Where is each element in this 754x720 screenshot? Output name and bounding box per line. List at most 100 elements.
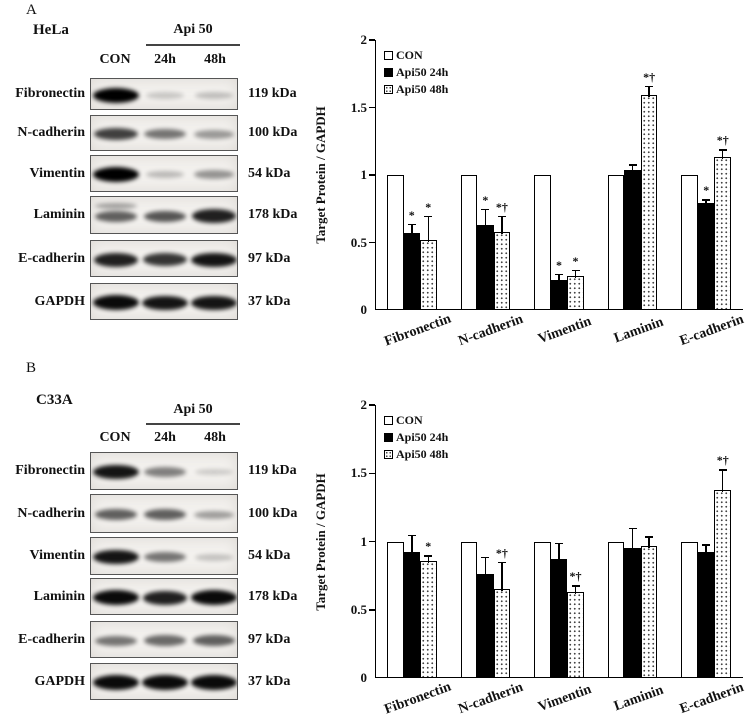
x-axis-label-vimentin: Vimentin bbox=[536, 313, 594, 348]
error-bar-laminin-api50-48h bbox=[648, 85, 650, 98]
bar-fibronectin-con bbox=[387, 541, 404, 678]
error-bar-cap bbox=[555, 542, 563, 545]
blot-image-e-cadherin bbox=[90, 621, 238, 658]
kda-label-laminin: 178 kDa bbox=[248, 588, 298, 604]
y-axis-tick-label: 0 bbox=[360, 670, 368, 685]
blot-band-vimentin-lane1 bbox=[145, 171, 185, 178]
blot-band-n-cadherin-lane2 bbox=[193, 129, 235, 139]
error-bar-laminin-api50-24h bbox=[631, 527, 634, 551]
bar-e-cadherin-api50-48h bbox=[714, 157, 731, 310]
blot-band-n-cadherin-lane1 bbox=[144, 129, 186, 139]
blot-band-vimentin-lane0 bbox=[93, 550, 139, 564]
bar-n-cadherin-api50-48h bbox=[493, 231, 511, 310]
blot-protein-label-n-cadherin: N-cadherin bbox=[17, 125, 85, 140]
blot-band-vimentin-lane2 bbox=[194, 553, 234, 561]
error-bar-vimentin-api50-48h bbox=[574, 269, 577, 279]
panel-a-letter: A bbox=[26, 2, 38, 18]
x-axis-label-e-cadherin: E-cadherin bbox=[678, 680, 747, 718]
legend-swatch-api50-24h bbox=[384, 68, 393, 77]
blot-band-fibronectin-lane0 bbox=[93, 87, 139, 103]
bar-e-cadherin-api50-48h bbox=[714, 489, 731, 678]
kda-label-n-cadherin: 100 kDa bbox=[248, 505, 298, 521]
significance-marker-vimentin-api50-24h: * bbox=[556, 257, 562, 272]
blot-protein-label-laminin: Laminin bbox=[33, 207, 85, 222]
kda-label-fibronectin: 119 kDa bbox=[248, 86, 297, 101]
legend-item-api50-24h: Api50 24h bbox=[384, 66, 448, 79]
significance-marker-n-cadherin-api50-48h: *† bbox=[495, 199, 508, 214]
blot-band-fibronectin-lane1 bbox=[145, 91, 185, 99]
kda-label-vimentin: 54 kDa bbox=[248, 165, 291, 181]
blot-protein-label-vimentin: Vimentin bbox=[29, 165, 85, 181]
error-bar-laminin-api50-24h bbox=[631, 164, 634, 172]
bar-vimentin-api50-48h bbox=[567, 592, 584, 678]
panel-b-treatment-label: Api 50 bbox=[173, 402, 213, 417]
error-bar-cap bbox=[645, 85, 654, 88]
panel-b-lane-header-48h: 48h bbox=[204, 430, 226, 445]
error-bar-vimentin-api50-24h bbox=[558, 273, 560, 283]
error-bar-n-cadherin-api50-48h bbox=[501, 561, 503, 592]
legend-item-api50-48h: Api50 48h bbox=[384, 83, 448, 96]
bar-e-cadherin-api50-24h bbox=[697, 203, 715, 310]
blot-band-gapdh-lane2 bbox=[191, 295, 237, 310]
error-bar-cap bbox=[407, 534, 416, 537]
legend-label-api50-24h: Api50 24h bbox=[396, 65, 449, 79]
legend-item-api50-48h: Api50 48h bbox=[384, 448, 448, 461]
blot-band-fibronectin-lane2 bbox=[194, 469, 234, 475]
y-axis-tick bbox=[369, 540, 375, 543]
error-bar-fibronectin-api50-48h bbox=[427, 555, 430, 563]
panel-a-lane-header-48h: 48h bbox=[204, 52, 226, 67]
error-bar-cap bbox=[571, 269, 580, 271]
legend-swatch-api50-24h bbox=[384, 433, 393, 442]
x-axis-label-vimentin: Vimentin bbox=[536, 681, 594, 716]
bar-n-cadherin-con bbox=[460, 175, 478, 310]
error-bar-n-cadherin-api50-48h bbox=[501, 215, 503, 234]
panel-b-treatment-underline bbox=[146, 423, 240, 425]
blot-protein-label-vimentin: Vimentin bbox=[29, 548, 85, 563]
error-bar-fibronectin-api50-24h bbox=[411, 223, 413, 236]
significance-marker-laminin-api50-48h: *† bbox=[643, 69, 656, 84]
bar-vimentin-api50-24h bbox=[550, 280, 568, 310]
blot-image-gapdh bbox=[90, 663, 238, 700]
legend-swatch-con bbox=[384, 51, 393, 60]
blot-protein-label-gapdh: GAPDH bbox=[34, 293, 85, 309]
blot-image-laminin bbox=[90, 196, 238, 234]
error-bar-n-cadherin-api50-24h bbox=[484, 556, 487, 577]
blot-band-fibronectin-lane2 bbox=[194, 91, 234, 99]
legend-swatch-api50-48h bbox=[384, 450, 393, 459]
blot-band-n-cadherin-lane1 bbox=[143, 509, 187, 520]
kda-label-e-cadherin: 97 kDa bbox=[248, 631, 291, 647]
legend-swatch-con bbox=[384, 416, 393, 425]
blot-band-vimentin-lane2 bbox=[193, 170, 235, 179]
blot-band-n-cadherin-lane2 bbox=[194, 510, 234, 519]
blot-band-laminin-lane0 bbox=[93, 590, 139, 605]
error-bar-n-cadherin-api50-24h bbox=[484, 208, 487, 227]
bar-n-cadherin-api50-24h bbox=[477, 224, 494, 310]
kda-label-laminin: 178 kDa bbox=[248, 207, 298, 222]
error-bar-cap bbox=[555, 273, 563, 276]
blot-band-vimentin-lane1 bbox=[144, 552, 186, 562]
error-bar-e-cadherin-api50-48h bbox=[721, 469, 724, 492]
panel-a-lane-header-24h: 24h bbox=[154, 52, 176, 67]
legend-label-api50-48h: Api50 48h bbox=[396, 82, 449, 96]
x-axis-label-e-cadherin: E-cadherin bbox=[678, 312, 747, 350]
y-axis-tick bbox=[369, 472, 375, 474]
blot-band-vimentin-lane0 bbox=[93, 167, 139, 182]
significance-marker-fibronectin-api50-48h: * bbox=[425, 199, 432, 214]
panel-a-cell-line: HeLa bbox=[33, 22, 69, 38]
blot-protein-label-laminin: Laminin bbox=[33, 588, 85, 604]
blot-band-gapdh-lane1 bbox=[142, 675, 188, 690]
x-axis-label-n-cadherin: N-cadherin bbox=[456, 311, 526, 350]
significance-marker-fibronectin-api50-48h: * bbox=[425, 539, 432, 554]
panel-a-treatment-label: Api 50 bbox=[173, 22, 213, 37]
blot-band-fibronectin-lane1 bbox=[144, 467, 186, 477]
y-axis-tick-label: 1 bbox=[360, 167, 368, 182]
blot-band-secondary-laminin-lane0 bbox=[94, 202, 138, 209]
kda-label-n-cadherin: 100 kDa bbox=[248, 125, 298, 140]
legend-item-con: CON bbox=[384, 49, 448, 62]
blot-protein-label-gapdh: GAPDH bbox=[34, 673, 85, 689]
bar-e-cadherin-con bbox=[681, 175, 698, 310]
blot-image-n-cadherin bbox=[90, 115, 238, 151]
significance-marker-fibronectin-api50-24h: * bbox=[408, 207, 415, 222]
blot-band-e-cadherin-lane0 bbox=[93, 252, 139, 267]
